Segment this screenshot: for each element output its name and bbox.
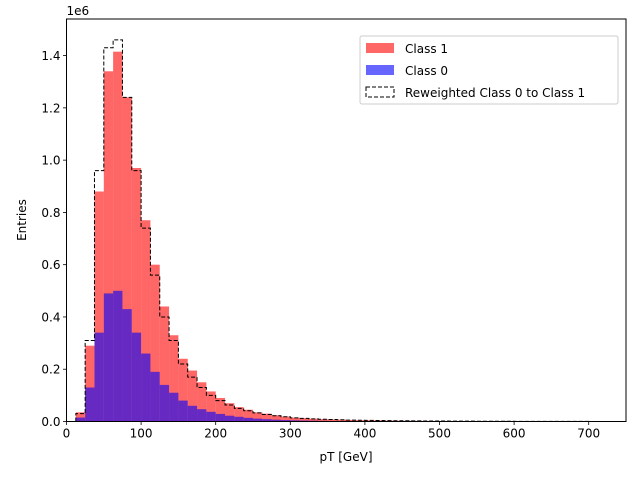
y-tick-label: 0.6	[41, 258, 60, 272]
bar-class-1	[169, 335, 179, 422]
legend-label-class-1: Class 1	[405, 42, 448, 56]
y-axis-label: Entries	[15, 199, 29, 241]
bar-class-0	[178, 400, 188, 422]
bar-class-1	[290, 417, 300, 422]
bar-class-0	[206, 411, 216, 422]
y-axis-offset-label: 1e6	[67, 4, 90, 18]
x-tick-label: 500	[428, 427, 451, 441]
bar-class-0	[150, 371, 160, 422]
bar-class-0	[225, 415, 235, 422]
bar-class-0	[262, 419, 272, 422]
bar-class-1	[327, 419, 337, 422]
y-tick-label: 0.0	[41, 415, 60, 429]
bar-class-0	[131, 332, 142, 422]
bar-class-1	[206, 391, 216, 422]
bar-class-0	[271, 419, 281, 422]
bar-class-0	[187, 405, 198, 422]
bar-class-1	[75, 412, 86, 422]
bar-class-0	[243, 417, 253, 422]
bar-class-1	[243, 409, 253, 422]
bar-class-1	[85, 345, 95, 422]
bar-class-0	[122, 309, 132, 422]
bar-class-0	[94, 332, 104, 422]
bar-class-1	[234, 407, 244, 422]
bar-class-0	[253, 418, 263, 422]
x-tick-label: 100	[130, 427, 153, 441]
histogram-bars	[75, 51, 608, 422]
x-tick-label: 700	[577, 427, 600, 441]
bar-class-1	[159, 306, 170, 422]
bar-class-0	[215, 413, 226, 422]
x-tick-label: 200	[204, 427, 227, 441]
bar-class-1	[215, 397, 226, 422]
bar-class-1	[197, 382, 207, 422]
bar-class-0	[113, 290, 123, 422]
legend-swatch-reweighted	[365, 86, 395, 98]
bar-class-1	[271, 415, 281, 422]
bar-class-1	[318, 419, 328, 422]
bar-class-1	[131, 167, 142, 422]
bar-class-0	[290, 420, 300, 422]
bar-class-1	[178, 358, 188, 422]
x-axis-ticks: 0 100 200 300 400 500 600 700	[63, 421, 600, 441]
bar-class-1	[280, 416, 291, 422]
bar-class-1	[113, 51, 123, 422]
bar-class-1	[355, 420, 365, 422]
legend-swatch-class-1	[366, 43, 394, 53]
legend-frame	[359, 35, 619, 105]
bar-class-1	[253, 412, 263, 422]
bar-class-0	[197, 409, 207, 422]
bar-class-1	[122, 97, 132, 422]
legend-label-class-0: Class 0	[405, 64, 448, 78]
bar-class-0	[75, 417, 86, 422]
bar-class-0	[159, 384, 170, 422]
x-tick-label: 300	[279, 427, 302, 441]
bar-class-1	[94, 191, 104, 422]
bar-class-1	[103, 71, 114, 422]
x-axis-label: pT [GeV]	[319, 450, 372, 464]
x-tick-label: 400	[353, 427, 376, 441]
bar-class-0	[141, 353, 151, 422]
bar-class-1	[299, 418, 309, 422]
bar-class-0	[280, 420, 291, 422]
bar-class-1	[336, 419, 347, 422]
legend: Class 1 Class 0 Reweighted Class 0 to Cl…	[359, 35, 619, 105]
bar-class-1	[308, 418, 319, 422]
y-tick-label: 1.0	[41, 154, 60, 168]
x-tick-label: 600	[503, 427, 526, 441]
bar-class-1	[141, 220, 151, 422]
bar-class-1	[346, 419, 356, 422]
bar-class-0	[234, 416, 244, 422]
y-tick-label: 0.2	[41, 363, 60, 377]
bar-class-1	[187, 370, 198, 422]
bar-class-0	[103, 293, 114, 422]
legend-label-reweighted: Reweighted Class 0 to Class 1	[405, 86, 585, 100]
y-tick-label: 0.4	[41, 310, 60, 324]
bar-class-0	[169, 392, 179, 422]
legend-swatch-class-0	[366, 65, 394, 75]
y-tick-label: 0.8	[41, 206, 60, 220]
plot-frame	[66, 18, 627, 422]
bar-class-0	[85, 387, 95, 422]
bar-class-1	[150, 264, 160, 422]
bar-class-1	[364, 420, 375, 422]
y-tick-label: 1.2	[41, 101, 60, 115]
y-axis-ticks: 0.0 0.2 0.4 0.6 0.8 1.0 1.2 1.4	[41, 49, 67, 429]
bar-class-1	[262, 413, 272, 422]
x-tick-label: 0	[63, 427, 71, 441]
y-tick-label: 1.4	[41, 49, 60, 63]
bar-class-1	[225, 403, 235, 422]
